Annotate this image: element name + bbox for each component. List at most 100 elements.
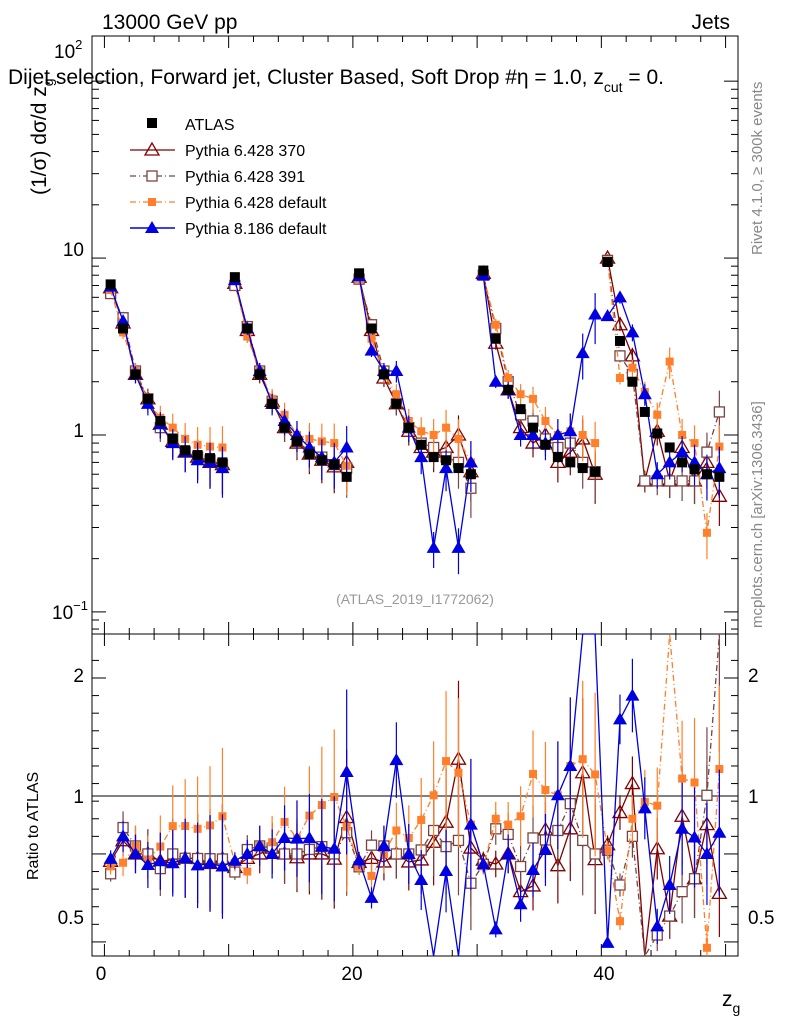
legend-label-p8: Pythia 8.186 default bbox=[185, 221, 327, 238]
ratio-point bbox=[243, 867, 252, 876]
plot-title: Dijet selection, Forward jet, Cluster Ba… bbox=[8, 66, 664, 95]
data-point bbox=[503, 384, 514, 395]
data-point bbox=[242, 323, 253, 334]
data-point bbox=[676, 475, 688, 487]
tick-label-100: 102 bbox=[54, 37, 82, 63]
ratio-point bbox=[314, 839, 329, 852]
ratio-point bbox=[504, 820, 513, 829]
category-label: Jets bbox=[691, 11, 730, 34]
data-point bbox=[689, 464, 700, 475]
ratio-point bbox=[227, 853, 242, 866]
ratio-point bbox=[615, 917, 624, 926]
ratio-point bbox=[153, 854, 168, 867]
data-point bbox=[540, 439, 551, 450]
data-point bbox=[392, 390, 401, 399]
ratio-point bbox=[662, 877, 677, 890]
ratio-point bbox=[265, 846, 280, 859]
ratio-point bbox=[389, 753, 404, 766]
data-point bbox=[155, 415, 166, 426]
ratio-point bbox=[600, 935, 615, 948]
ratio-point bbox=[463, 817, 478, 830]
data-point bbox=[463, 455, 478, 468]
data-point bbox=[637, 387, 652, 400]
data-point bbox=[389, 363, 404, 376]
tick-label-0-1-power: −1 bbox=[73, 598, 88, 613]
data-point bbox=[591, 439, 600, 448]
data-point bbox=[612, 290, 627, 303]
series-line-top bbox=[234, 280, 348, 464]
y-axis-label-top-main: (1/σ) dσ/d z bbox=[28, 86, 51, 195]
plot-title-main: Dijet selection, Forward jet, Cluster Ba… bbox=[8, 66, 604, 89]
data-point bbox=[652, 428, 663, 439]
data-point bbox=[526, 427, 541, 440]
legend-marker-p8 bbox=[145, 221, 159, 233]
ratio-point bbox=[563, 758, 578, 771]
tick-label-100-base: 10 bbox=[54, 42, 75, 63]
data-point bbox=[578, 430, 587, 439]
ratio-point bbox=[439, 864, 454, 877]
series-line-top bbox=[358, 276, 472, 549]
data-point bbox=[439, 461, 454, 474]
data-point bbox=[105, 279, 116, 290]
data-point bbox=[142, 393, 153, 404]
ratio-point bbox=[429, 791, 438, 800]
ratio-point bbox=[699, 846, 714, 859]
tick-label-0-1: 10−1 bbox=[52, 598, 88, 624]
series-line-top bbox=[606, 257, 721, 497]
ratio-point bbox=[529, 769, 538, 778]
data-point bbox=[541, 416, 550, 425]
data-point bbox=[364, 343, 379, 356]
rivet-label: Rivet 4.1.0, ≥ 300k events bbox=[749, 82, 766, 255]
series-line-top bbox=[482, 275, 596, 473]
series-line-top bbox=[109, 286, 223, 469]
data-point bbox=[528, 422, 539, 433]
data-point bbox=[130, 369, 141, 380]
data-point bbox=[664, 442, 675, 453]
ratio-point bbox=[514, 860, 527, 873]
data-point bbox=[217, 457, 228, 468]
ratio-point bbox=[603, 846, 612, 855]
ratio-tick-2-right: 2 bbox=[748, 666, 759, 687]
tick-label-0-1-base: 10 bbox=[52, 603, 73, 624]
data-point bbox=[711, 488, 728, 502]
ratio-point bbox=[215, 859, 230, 872]
ratio-point bbox=[611, 804, 629, 819]
ratio-point bbox=[240, 846, 255, 859]
ratio-point bbox=[513, 897, 528, 910]
series-atlas bbox=[105, 257, 725, 483]
data-point bbox=[513, 427, 528, 440]
series-line-ratio bbox=[110, 633, 721, 948]
ratio-point bbox=[516, 812, 525, 821]
data-point bbox=[354, 268, 365, 279]
data-point bbox=[625, 325, 640, 338]
legend: ATLAS Pythia 6.428 370 Pythia 6.428 391 … bbox=[130, 117, 327, 238]
data-point bbox=[627, 376, 638, 387]
data-point bbox=[600, 309, 615, 322]
ratio-point bbox=[327, 841, 342, 854]
ratio-point bbox=[541, 785, 550, 794]
ratio-point bbox=[653, 801, 662, 810]
data-point bbox=[565, 457, 576, 468]
mcplots-label: mcplots.cern.ch [arXiv:1306.3436] bbox=[749, 401, 766, 628]
data-point bbox=[639, 475, 651, 487]
data-point bbox=[428, 452, 439, 463]
ratio-point bbox=[302, 831, 317, 844]
tick-label-100-power: 2 bbox=[75, 37, 82, 52]
legend-label-p6-391: Pythia 6.428 391 bbox=[185, 169, 305, 186]
ratio-point bbox=[628, 814, 637, 823]
ratio-point bbox=[712, 825, 727, 838]
ratio-point bbox=[711, 885, 728, 900]
data-point bbox=[367, 334, 376, 343]
ratio-point bbox=[624, 775, 641, 790]
legend-marker-p6-370 bbox=[143, 141, 161, 156]
ratio-point bbox=[687, 830, 702, 843]
data-point bbox=[701, 469, 712, 480]
ratio-point bbox=[637, 801, 652, 814]
data-point bbox=[168, 423, 177, 432]
series-line-top bbox=[358, 279, 472, 489]
data-point bbox=[516, 390, 525, 399]
ratio-point bbox=[650, 919, 665, 932]
tick-label-1: 1 bbox=[73, 421, 84, 442]
ratio-point bbox=[392, 826, 401, 835]
data-point bbox=[304, 449, 315, 460]
